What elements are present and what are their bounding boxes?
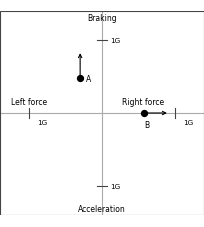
Text: B: B: [144, 121, 149, 130]
Text: 1G: 1G: [110, 38, 120, 44]
Text: Right force: Right force: [122, 97, 164, 106]
Point: [143, 112, 146, 115]
Text: Braking: Braking: [87, 14, 117, 23]
Text: A: A: [86, 74, 91, 83]
Point: [79, 77, 82, 81]
Text: Left force: Left force: [11, 97, 47, 106]
Text: 1G: 1G: [110, 183, 120, 189]
Text: 1G: 1G: [183, 119, 193, 125]
Text: 1G: 1G: [37, 119, 47, 125]
Text: Acceleration: Acceleration: [78, 204, 126, 213]
